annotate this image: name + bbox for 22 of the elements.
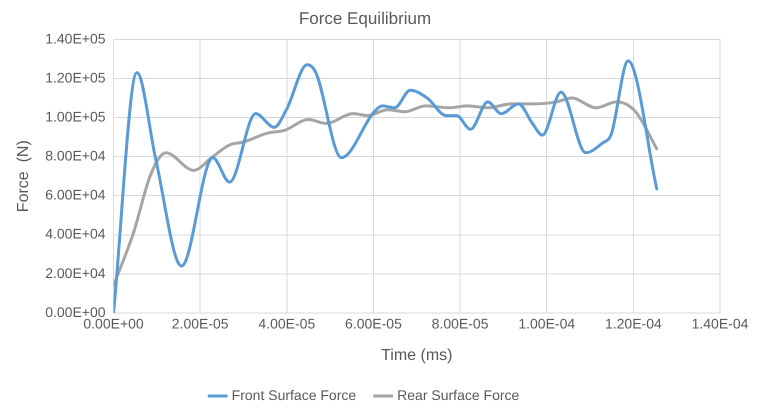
y-tick-label: 4.00E+04: [45, 226, 106, 242]
x-tick-label: 1.20E-04: [604, 315, 662, 332]
chart-title: Force Equilibrium: [298, 8, 432, 28]
y-tick-label: 2.00E+04: [45, 264, 106, 281]
y-axis-title: Force (N): [15, 140, 32, 212]
line-series: [114, 59, 658, 313]
x-tick-label: 8.00E-05: [432, 315, 489, 332]
legend-label: Rear Surface Force: [397, 386, 520, 403]
x-tick-label: 6.00E-05: [345, 315, 402, 332]
x-tick-label: 4.00E-05: [258, 315, 316, 332]
y-tick-label: 6.00E+04: [45, 186, 106, 203]
legend-label: Front Surface Force: [232, 386, 356, 403]
x-tick-label: 2.00E-05: [172, 315, 229, 332]
y-tick-label: 8.00E+04: [45, 148, 106, 164]
y-tick-label: 0.00E+00: [45, 304, 106, 320]
line-series: [114, 96, 658, 288]
y-tick-label: 1.00E+05: [45, 108, 106, 124]
x-axis-title: Time (ms): [381, 346, 452, 364]
x-tick-label: 1.40E-04: [692, 315, 749, 332]
y-tick-label: 1.20E+05: [45, 69, 106, 86]
x-tick-label: 1.00E-04: [518, 315, 576, 332]
y-tick-label: 1.40E+05: [45, 30, 106, 46]
